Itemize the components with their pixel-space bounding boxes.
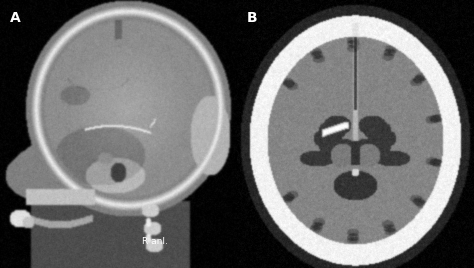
Text: R anl.: R anl. (142, 237, 168, 246)
Text: B: B (246, 11, 257, 25)
Text: A: A (9, 11, 20, 25)
